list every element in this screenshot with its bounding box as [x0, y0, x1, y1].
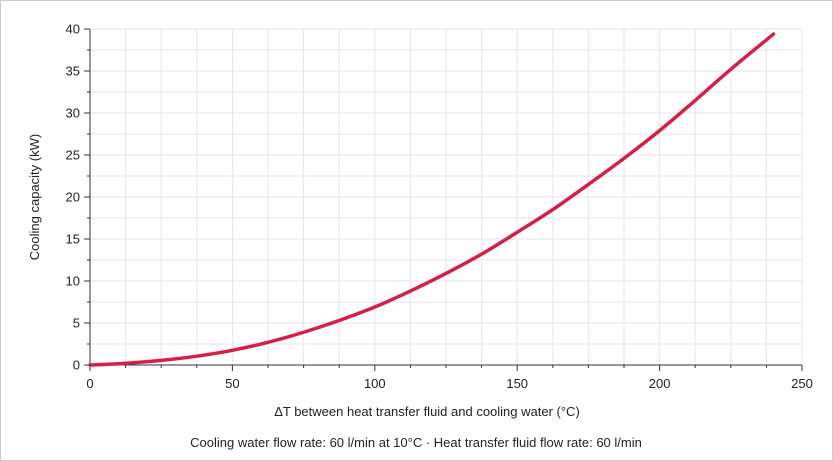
y-tick-label: 15: [66, 232, 80, 247]
x-axis-title: ΔT between heat transfer fluid and cooli…: [274, 404, 580, 419]
y-axis-title: Cooling capacity (kW): [27, 134, 42, 260]
y-tick-label: 5: [73, 316, 80, 331]
y-tick-label: 35: [66, 64, 80, 79]
y-tick-label: 25: [66, 148, 80, 163]
y-tick-label: 40: [66, 22, 80, 37]
y-tick-label: 20: [66, 190, 80, 205]
y-tick-label: 10: [66, 274, 80, 289]
x-tick-label: 0: [86, 376, 93, 391]
tick-labels: 0 5 10 15 20 25 30 35 40 0 50 100 150 200 250: [66, 22, 813, 392]
x-tick-label: 50: [225, 376, 239, 391]
series-layer: [88, 32, 776, 367]
series-line: [88, 32, 776, 367]
chart-footnote: Cooling water flow rate: 60 l/min at 10°…: [190, 435, 642, 450]
grid-lines: [90, 28, 803, 365]
x-tick-label: 150: [506, 376, 528, 391]
x-tick-label: 250: [791, 376, 813, 391]
x-tick-label: 200: [649, 376, 671, 391]
axes: [84, 28, 803, 371]
y-tick-label: 0: [73, 358, 80, 373]
x-tick-label: 100: [364, 376, 386, 391]
y-tick-label: 30: [66, 106, 80, 121]
